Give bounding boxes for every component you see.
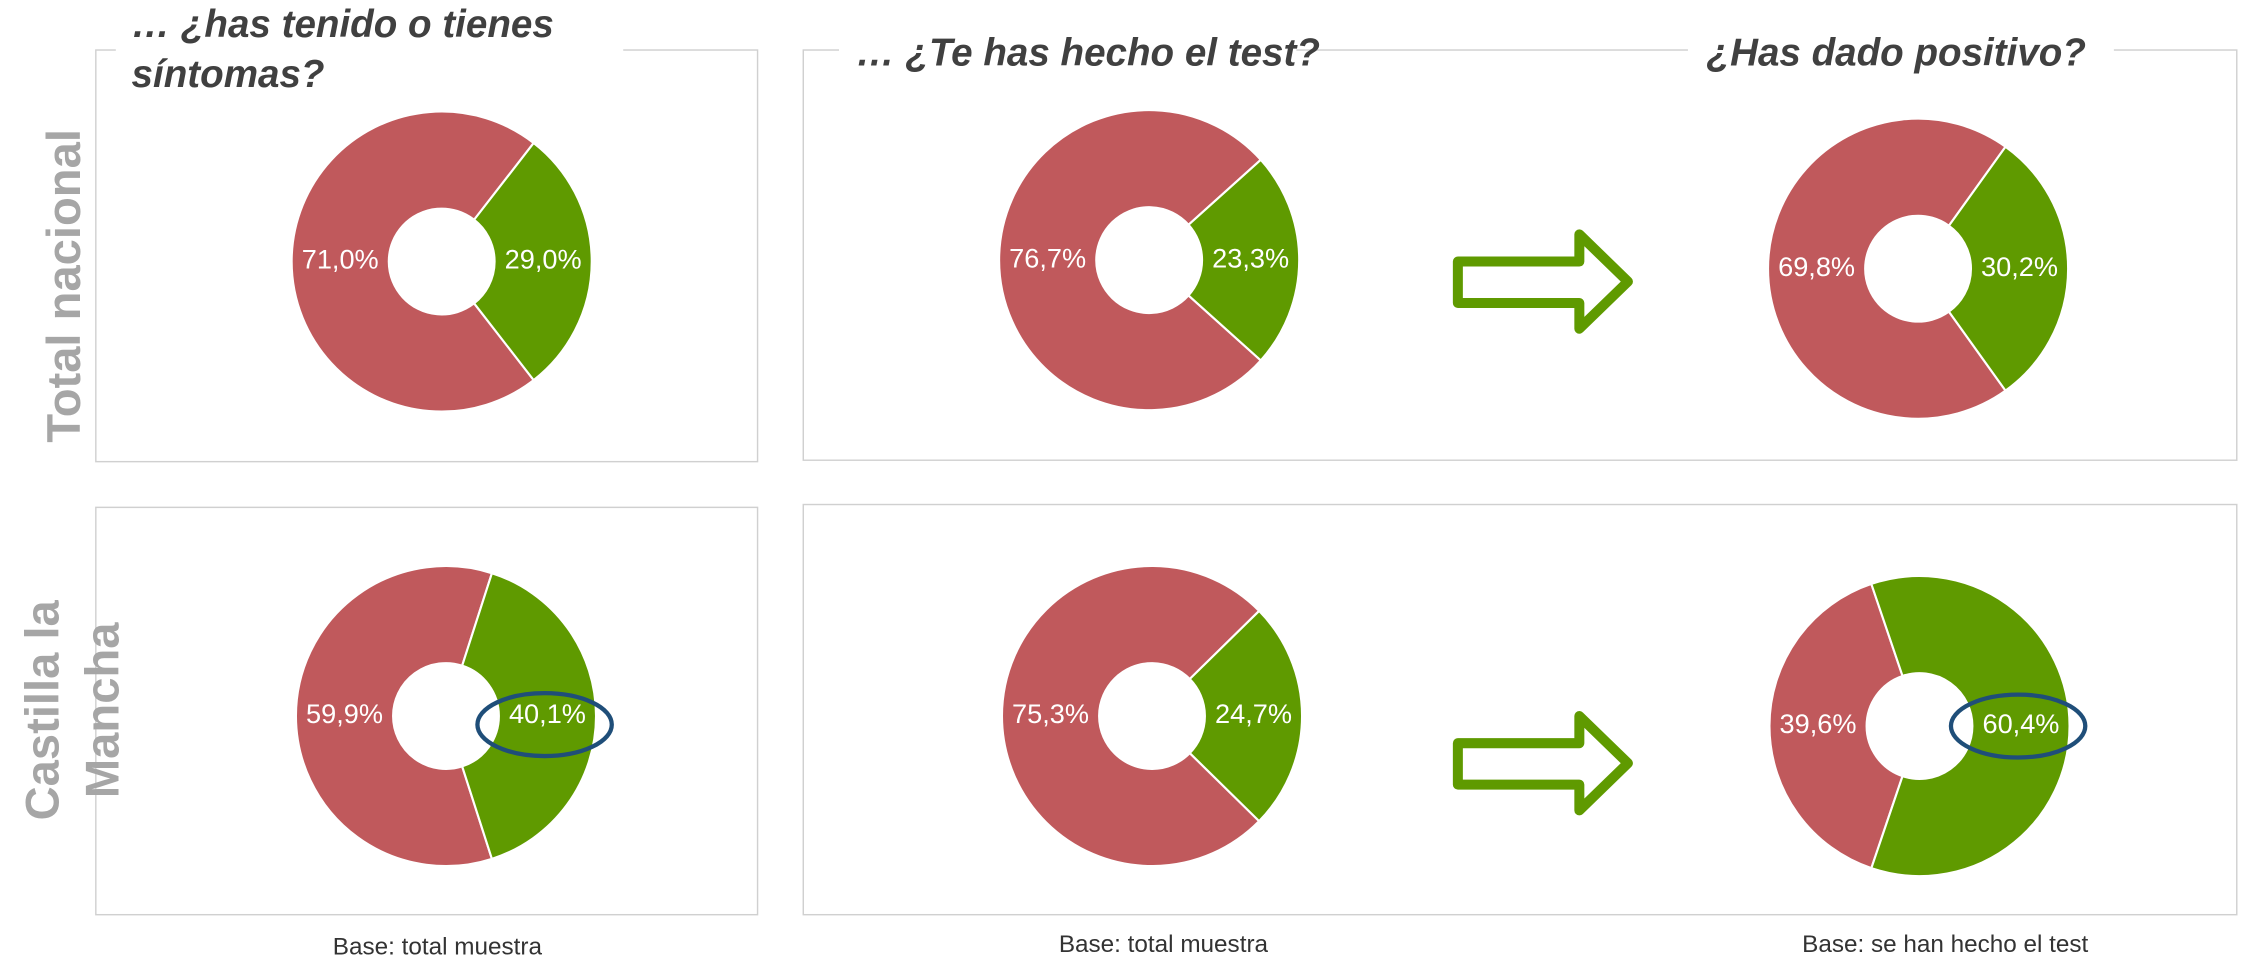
- highlight: [1948, 692, 2088, 760]
- data-label: 69,8%: [1778, 251, 1855, 282]
- data-label: 23,3%: [1212, 242, 1289, 273]
- column-title: ¿Has dado positivo?: [1707, 32, 2086, 75]
- data-label: 75,3%: [1012, 698, 1089, 729]
- donut-slice: [1869, 574, 2071, 878]
- column-title: … ¿has tenido o tienes: [132, 3, 554, 46]
- title-backdrop: [1687, 28, 2114, 72]
- data-label: 39,6%: [1780, 708, 1857, 739]
- row-label: Total nacional: [37, 129, 90, 443]
- base-note: Base: total muestra: [1059, 931, 1269, 958]
- column-title: síntomas?: [132, 53, 325, 96]
- donut-slice: [294, 564, 494, 868]
- title-backdrop: [115, 0, 624, 103]
- panel: [95, 506, 759, 916]
- donut-slice: [1186, 158, 1301, 362]
- donut-slice: [1768, 582, 1904, 870]
- base-note: Base: total muestra: [333, 934, 543, 959]
- column-title: … ¿Te has hecho el test?: [856, 32, 1320, 75]
- panel: [802, 49, 2238, 461]
- data-label: 71,0%: [302, 244, 379, 275]
- donut-slice: [1767, 117, 2008, 420]
- base-note: Base: se han hecho el test: [1802, 931, 2088, 958]
- data-label: 30,2%: [1981, 251, 2058, 282]
- data-label: 76,7%: [1009, 242, 1086, 273]
- data-label: 29,0%: [505, 244, 582, 275]
- donut-slice: [1000, 564, 1261, 868]
- donut-slice: [998, 109, 1263, 412]
- data-label: 24,7%: [1215, 698, 1292, 729]
- donut-slice: [1188, 609, 1304, 823]
- highlight: [475, 691, 614, 759]
- row-label: Mancha: [76, 622, 129, 798]
- donut-slice: [290, 110, 536, 413]
- arrow: [1452, 711, 1633, 816]
- title-backdrop: [839, 28, 1297, 72]
- panel: [802, 503, 2238, 916]
- donut-slice: [472, 141, 593, 382]
- data-label: 40,1%: [509, 698, 586, 729]
- data-label: 59,9%: [306, 698, 383, 729]
- arrow: [1452, 229, 1633, 334]
- row-label: Castilla la: [16, 599, 69, 820]
- data-label: 60,4%: [1982, 708, 2059, 739]
- donut-slice: [1947, 145, 2070, 393]
